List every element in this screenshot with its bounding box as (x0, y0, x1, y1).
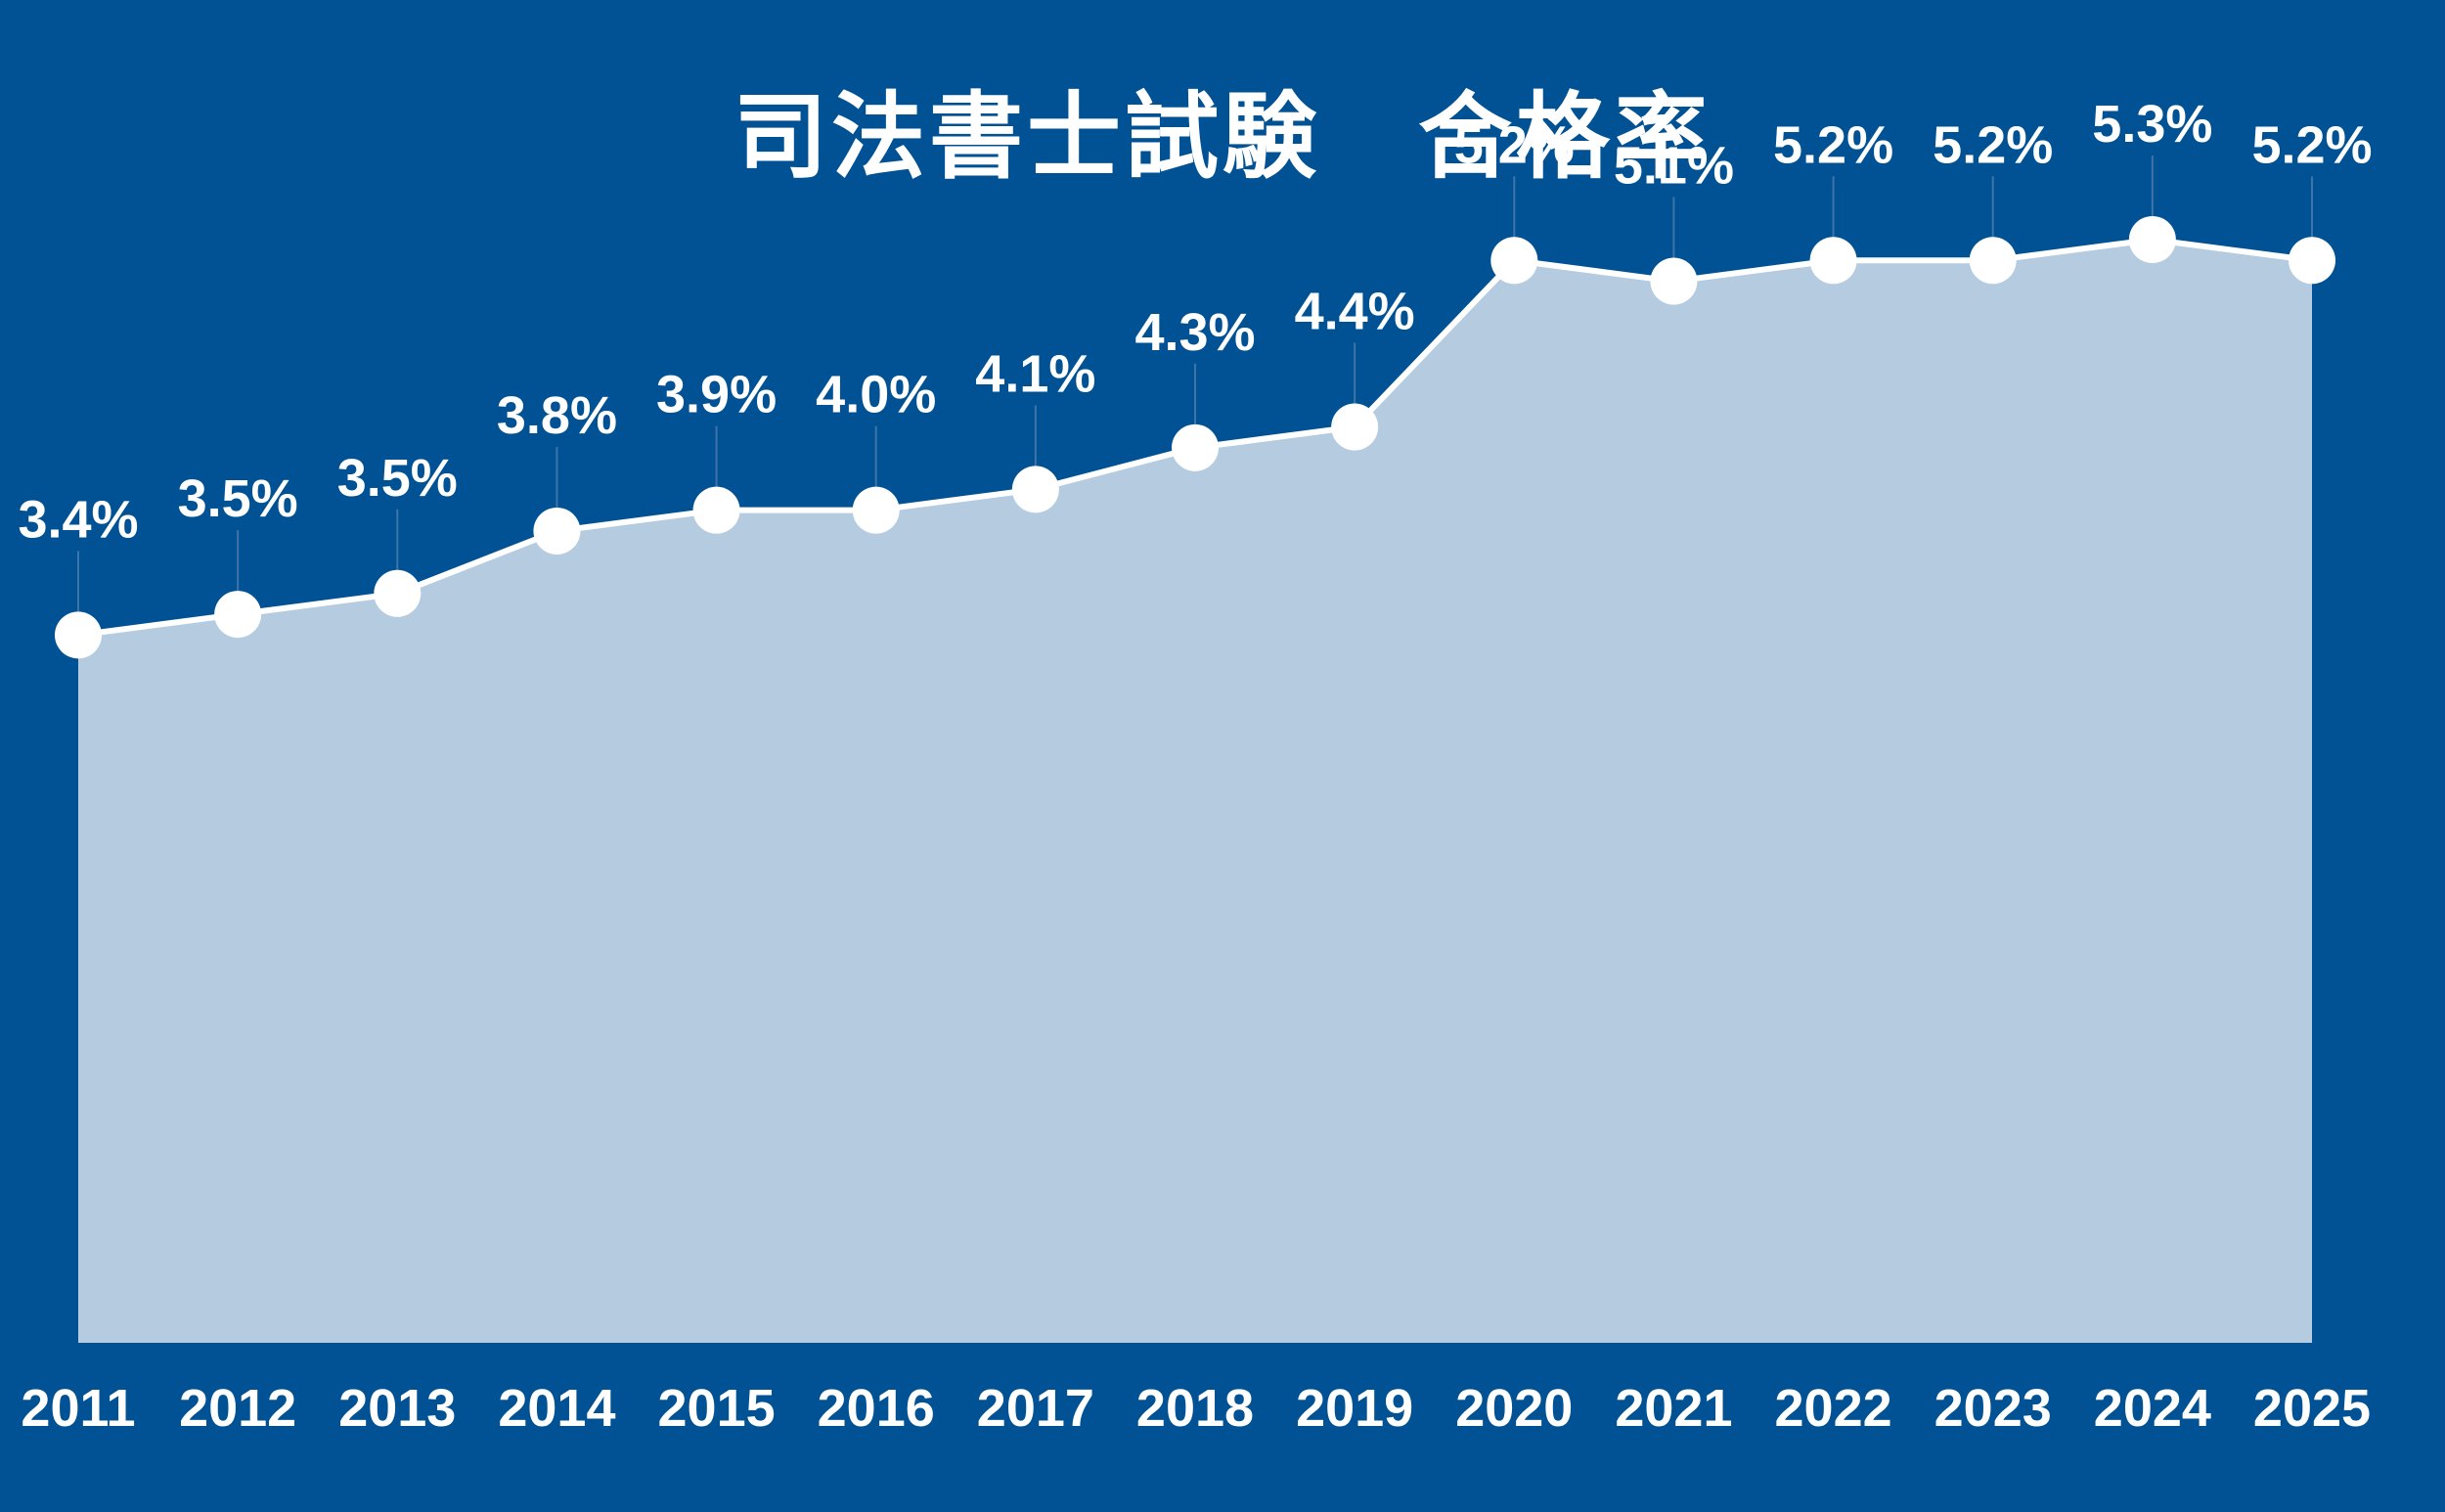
x-tick-label-2025: 2025 (2253, 1379, 2371, 1438)
x-tick-label-2011: 2011 (21, 1379, 135, 1438)
area-fill (78, 239, 2312, 1343)
data-label-2014: 3.8% (497, 386, 617, 445)
x-tick-label-2016: 2016 (818, 1379, 935, 1438)
data-point-2017 (1011, 466, 1059, 513)
data-label-2023: 5.2% (1933, 115, 2053, 174)
data-point-2011 (55, 611, 102, 659)
x-tick-label-2014: 2014 (498, 1379, 615, 1438)
data-point-2024 (2128, 215, 2176, 263)
x-tick-label-2015: 2015 (658, 1379, 776, 1438)
x-tick-label-2018: 2018 (1136, 1379, 1254, 1438)
data-label-2012: 3.5% (178, 469, 298, 528)
x-tick-label-2022: 2022 (1775, 1379, 1892, 1438)
data-label-2025: 5.2% (2251, 115, 2372, 174)
x-tick-label-2017: 2017 (977, 1379, 1094, 1438)
data-point-2015 (692, 486, 740, 534)
x-tick-label-2021: 2021 (1615, 1379, 1732, 1438)
x-tick-label-2013: 2013 (338, 1379, 456, 1438)
data-label-2019: 4.4% (1295, 283, 1415, 341)
data-label-2020: 5.2% (1454, 115, 1575, 174)
data-label-2016: 4.0% (816, 366, 936, 424)
data-point-2023 (1969, 237, 2017, 285)
data-label-2018: 4.3% (1134, 303, 1255, 362)
data-point-2016 (852, 486, 900, 534)
data-point-2012 (214, 591, 262, 639)
data-point-2021 (1650, 257, 1698, 305)
x-tick-label-2019: 2019 (1296, 1379, 1413, 1438)
data-point-2014 (533, 507, 581, 555)
x-tick-label-2012: 2012 (179, 1379, 296, 1438)
data-point-2019 (1331, 403, 1379, 451)
data-point-2018 (1172, 423, 1219, 471)
data-point-2020 (1490, 237, 1538, 285)
data-label-2011: 3.4% (18, 490, 138, 549)
chart-title: 司法書士試験 合格率 (734, 82, 1712, 192)
data-label-2017: 4.1% (975, 344, 1095, 403)
data-label-2021: 5.1% (1614, 137, 1734, 196)
data-label-2015: 3.9% (656, 366, 777, 424)
data-point-2025 (2289, 237, 2335, 285)
x-tick-label-2020: 2020 (1455, 1379, 1573, 1438)
data-label-2022: 5.2% (1773, 115, 1893, 174)
data-label-2013: 3.5% (337, 449, 458, 508)
data-label-2024: 5.3% (2092, 95, 2212, 154)
x-tick-label-2024: 2024 (2094, 1379, 2211, 1438)
data-point-2022 (1809, 237, 1857, 285)
data-point-2013 (374, 569, 422, 617)
x-tick-label-2023: 2023 (1934, 1379, 2052, 1438)
